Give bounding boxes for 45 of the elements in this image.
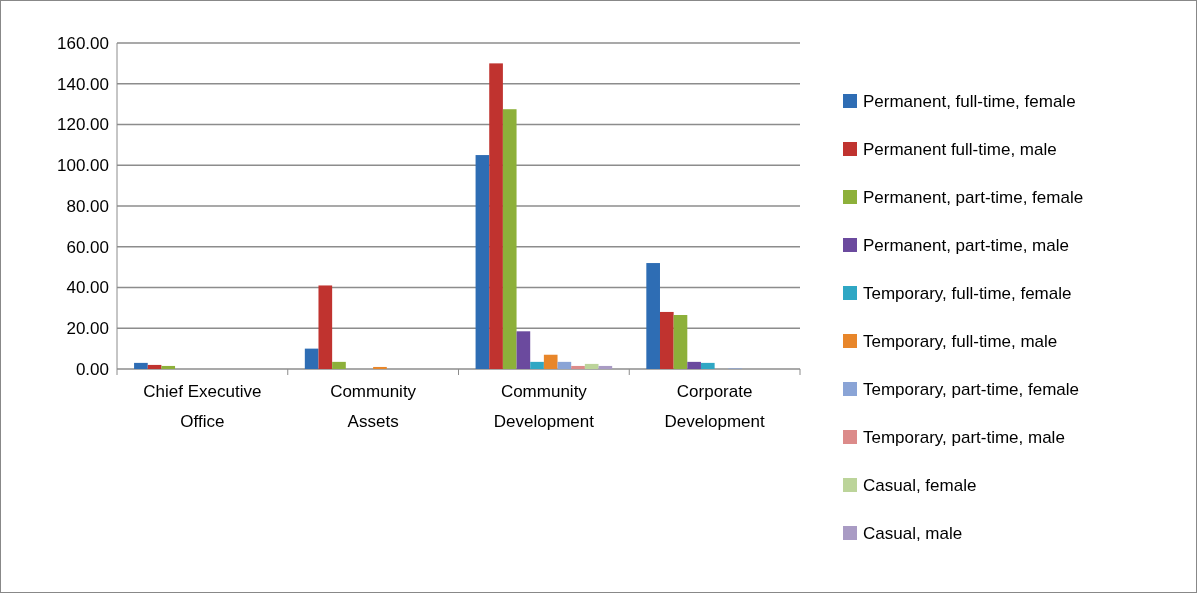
bar xyxy=(700,362,715,369)
legend-label: Temporary, part-time, female xyxy=(863,379,1080,399)
bar xyxy=(584,363,599,369)
bar xyxy=(304,348,319,369)
bar xyxy=(543,354,558,369)
bar xyxy=(516,331,531,369)
x-tick-label: Chief Executive Office xyxy=(143,382,262,431)
bar xyxy=(332,361,346,369)
y-tick-label: 140.00 xyxy=(57,74,109,94)
legend-label: Temporary, full-time, female xyxy=(863,283,1072,303)
bar xyxy=(489,63,503,369)
legend-label: Temporary, part-time, male xyxy=(863,427,1065,447)
legend-label: Casual, male xyxy=(863,523,963,543)
bar xyxy=(502,109,517,369)
x-tick-label: Community Development xyxy=(493,382,595,431)
legend-label: Permanent, part-time, female xyxy=(863,187,1084,207)
y-tick-label: 100.00 xyxy=(57,156,109,176)
legend-label: Permanent, full-time, female xyxy=(863,91,1076,111)
y-tick-label: 60.00 xyxy=(66,237,109,257)
bar xyxy=(557,361,572,369)
legend-label: Casual, female xyxy=(863,475,977,495)
bar xyxy=(530,361,544,369)
bar xyxy=(475,155,490,369)
bar xyxy=(161,365,176,369)
bar xyxy=(673,315,688,369)
x-tick-label: Community Assets xyxy=(330,382,417,431)
bar xyxy=(373,366,387,369)
bar xyxy=(687,361,701,369)
bar xyxy=(147,364,162,369)
y-tick-label: 80.00 xyxy=(66,196,109,216)
bar xyxy=(571,365,585,369)
bar xyxy=(598,365,613,369)
y-tick-label: 40.00 xyxy=(66,278,109,298)
legend-label: Temporary, full-time, male xyxy=(863,331,1058,351)
bar xyxy=(646,263,660,369)
y-tick-label: 0.00 xyxy=(75,359,109,379)
bar xyxy=(134,362,148,369)
y-tick-label: 160.00 xyxy=(57,33,109,53)
x-tick-label: Corporate Development xyxy=(664,382,765,431)
bar xyxy=(659,311,674,369)
y-tick-label: 120.00 xyxy=(57,115,109,135)
bar xyxy=(318,285,333,369)
legend-label: Permanent full-time, male xyxy=(863,139,1057,159)
legend-label: Permanent, part-time, male xyxy=(863,235,1069,255)
y-tick-label: 20.00 xyxy=(66,319,109,339)
